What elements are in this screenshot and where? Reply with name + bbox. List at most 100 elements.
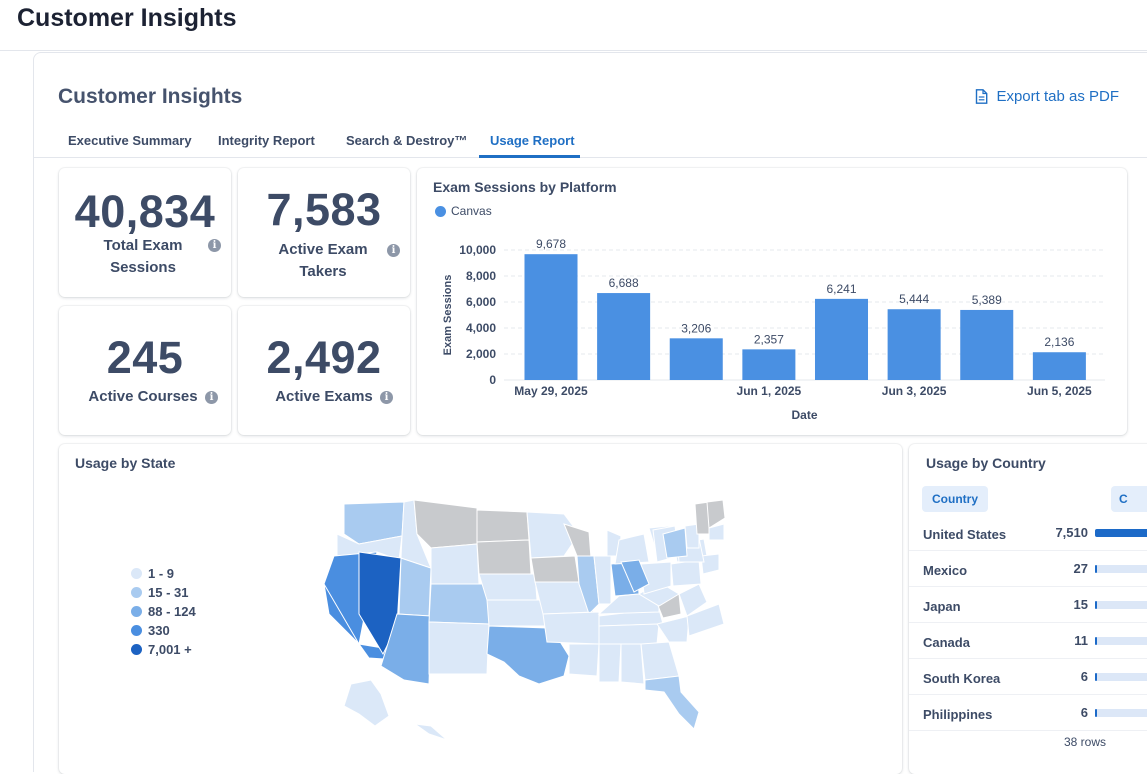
x-tick-label: May 29, 2025 bbox=[514, 384, 588, 398]
y-tick-label: 0 bbox=[489, 373, 496, 387]
bar-track bbox=[1095, 565, 1147, 573]
legend-swatch bbox=[131, 644, 142, 655]
tab-usage-report[interactable]: Usage Report bbox=[490, 133, 575, 148]
table-row[interactable]: Canada 11 bbox=[909, 623, 1147, 659]
bar bbox=[524, 254, 578, 380]
info-icon[interactable]: i bbox=[208, 239, 221, 252]
legend-swatch bbox=[131, 587, 142, 598]
kpi-value: 245 bbox=[106, 332, 184, 383]
country-name: Mexico bbox=[923, 563, 968, 578]
x-axis-label: Date bbox=[791, 408, 817, 422]
kpi-value: 40,834 bbox=[74, 186, 216, 237]
x-tick-label: Jun 5, 2025 bbox=[1027, 384, 1092, 398]
bar-fill bbox=[1095, 601, 1097, 609]
info-icon[interactable]: i bbox=[380, 391, 393, 404]
table-row[interactable]: South Korea 6 bbox=[909, 659, 1147, 695]
row-count: 38 rows bbox=[1064, 735, 1107, 749]
country-card-title: Usage by Country bbox=[926, 455, 1046, 471]
kpi-card-active-exam-takers: 7,583 Active Exam Takers i bbox=[238, 168, 410, 297]
info-icon[interactable]: i bbox=[205, 391, 218, 404]
data-label: 3,206 bbox=[681, 321, 711, 335]
bar-track bbox=[1095, 637, 1147, 645]
legend-swatch bbox=[435, 205, 446, 217]
info-icon[interactable]: i bbox=[387, 244, 400, 257]
bar bbox=[669, 338, 723, 380]
y-tick-label: 6,000 bbox=[466, 295, 496, 309]
us-state-map[interactable] bbox=[59, 444, 902, 758]
data-label: 2,357 bbox=[754, 332, 784, 346]
legend-label: 88 - 124 bbox=[148, 604, 196, 619]
kpi-value: 2,492 bbox=[266, 332, 382, 383]
data-label: 5,444 bbox=[899, 292, 929, 306]
y-tick-label: 4,000 bbox=[466, 321, 496, 335]
bar bbox=[1032, 352, 1086, 380]
top-bar: Customer Insights bbox=[0, 0, 1147, 51]
country-value: 6 bbox=[1080, 705, 1088, 720]
country-value: 15 bbox=[1073, 597, 1088, 612]
usage-by-state-card: Usage by State 1 - 9 15 - 31 88 - 124 33… bbox=[59, 444, 902, 774]
country-name: United States bbox=[923, 527, 1007, 542]
bar-fill bbox=[1095, 637, 1097, 645]
legend-swatch bbox=[131, 625, 142, 636]
country-value: 7,510 bbox=[1055, 525, 1088, 540]
bar bbox=[742, 349, 796, 380]
bar bbox=[887, 309, 941, 380]
map-title: Usage by State bbox=[75, 455, 176, 471]
country-name: South Korea bbox=[923, 671, 1001, 686]
kpi-label: Active Exams bbox=[275, 388, 373, 405]
country-column-header[interactable]: Country bbox=[922, 486, 988, 512]
bar bbox=[597, 293, 651, 380]
legend-label: 1 - 9 bbox=[148, 566, 175, 581]
bar bbox=[814, 298, 869, 380]
map-legend-item: 1 - 9 bbox=[131, 566, 174, 581]
legend-label: 15 - 31 bbox=[148, 585, 189, 600]
x-tick-label: Jun 1, 2025 bbox=[737, 384, 802, 398]
data-label: 6,688 bbox=[609, 276, 639, 290]
chart-legend: Canvas bbox=[435, 204, 492, 218]
table-row[interactable]: Mexico 27 bbox=[909, 551, 1147, 587]
tab-bar: Executive Summary Integrity Report Searc… bbox=[34, 124, 1147, 158]
country-value: 27 bbox=[1073, 561, 1088, 576]
kpi-card-total-exam-sessions: 40,834 Total Exam Sessions i bbox=[59, 168, 231, 297]
map-legend-item: 330 bbox=[131, 623, 170, 638]
tab-integrity-report[interactable]: Integrity Report bbox=[218, 133, 315, 148]
legend-swatch bbox=[131, 606, 142, 617]
data-label: 9,678 bbox=[536, 237, 566, 251]
usage-by-country-card: Usage by Country Country C United States… bbox=[909, 444, 1147, 774]
table-row[interactable]: Philippines 6 bbox=[909, 695, 1147, 731]
export-pdf-button[interactable]: Export tab as PDF bbox=[975, 88, 1119, 105]
bar-track bbox=[1095, 709, 1147, 717]
export-label: Export tab as PDF bbox=[996, 88, 1119, 105]
chart-title: Exam Sessions by Platform bbox=[433, 179, 617, 195]
legend-label: 7,001 + bbox=[148, 642, 192, 657]
country-value: 11 bbox=[1074, 633, 1088, 648]
kpi-card-active-courses: 245 Active Courses i bbox=[59, 306, 231, 435]
y-axis-label: Exam Sessions bbox=[442, 275, 454, 356]
tab-executive-summary[interactable]: Executive Summary bbox=[68, 133, 192, 148]
table-row[interactable]: Japan 15 bbox=[909, 587, 1147, 623]
data-label: 5,389 bbox=[972, 293, 1002, 307]
kpi-label: Active Exam Takers bbox=[278, 241, 368, 280]
map-legend-item: 15 - 31 bbox=[131, 585, 188, 600]
kpi-card-active-exams: 2,492 Active Exams i bbox=[238, 306, 410, 435]
x-tick-label: Jun 3, 2025 bbox=[882, 384, 947, 398]
kpi-label: Total Exam Sessions bbox=[103, 237, 183, 276]
bar-track bbox=[1095, 673, 1147, 681]
y-tick-label: 10,000 bbox=[459, 243, 496, 257]
document-icon bbox=[976, 89, 988, 104]
bar-fill bbox=[1095, 709, 1097, 717]
chart-card-exam-sessions: Exam Sessions by Platform Canvas 0 2,000 4… bbox=[417, 168, 1127, 435]
page-title: Customer Insights bbox=[58, 85, 243, 108]
tab-search-destroy[interactable]: Search & Destroy™ bbox=[346, 133, 468, 148]
bar-fill bbox=[1095, 673, 1097, 681]
country-name: Japan bbox=[923, 599, 961, 614]
data-label: 2,136 bbox=[1044, 335, 1074, 349]
table-row[interactable]: United States 7,510 bbox=[909, 515, 1147, 551]
legend-label: Canvas bbox=[451, 204, 492, 218]
data-label: 6,241 bbox=[826, 282, 856, 296]
country-name: Canada bbox=[923, 635, 970, 650]
kpi-value: 7,583 bbox=[266, 184, 382, 235]
active-tab-indicator bbox=[479, 155, 580, 158]
second-column-header[interactable]: C bbox=[1111, 486, 1147, 512]
y-tick-label: 8,000 bbox=[466, 269, 496, 283]
